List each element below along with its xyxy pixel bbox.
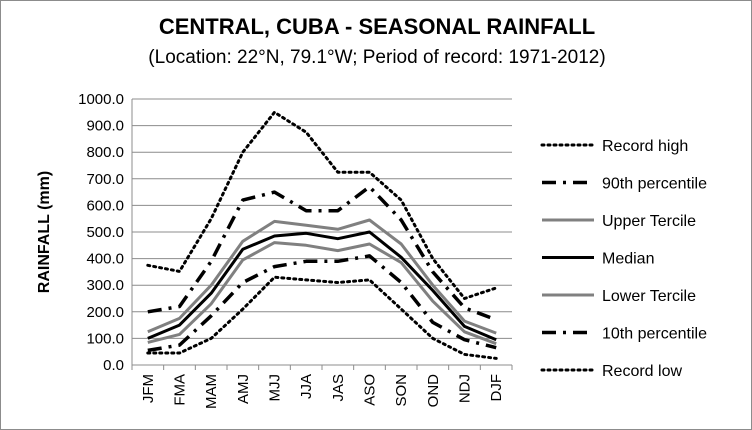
y-tick-label: 300.0 [86,277,124,294]
legend-label: Median [602,251,654,268]
series-line-10th-percentile [147,254,497,353]
y-tick-label: 200.0 [86,304,124,321]
x-tick-label: FMA [172,374,189,406]
legend-label: 90th percentile [602,176,707,193]
x-tick-label: ASO [362,374,379,406]
x-tick-label: JJA [298,374,315,399]
y-tick-label: 500.0 [86,224,124,241]
y-tick-label: 800.0 [86,144,124,161]
legend-label: Lower Tercile [602,288,696,305]
series-lines [146,110,498,360]
series-line-record-low [146,275,498,360]
x-tick-label: OND [425,374,442,408]
x-tick-label: NDJ [457,374,474,403]
x-tick-label: SON [393,374,410,407]
y-tick-label: 100.0 [86,330,124,347]
x-tick-label: AMJ [235,374,252,404]
legend-label: 10th percentile [602,326,707,343]
y-tick-label: 900.0 [86,118,124,135]
x-tick-label: MJJ [267,374,284,402]
y-tick-label: 1000.0 [78,91,124,108]
y-tick-label: 600.0 [86,197,124,214]
axes: 0.0 100.0 200.0 300.0 400.0 500.0 600.0 700.0 80… [78,91,513,409]
legend-label: Upper Tercile [602,213,696,230]
x-tick-label: DJF [488,374,505,402]
y-tick-label: 0.0 [103,357,124,374]
y-tick-label: 700.0 [86,171,124,188]
y-tick-label: 400.0 [86,251,124,268]
x-tick-label: JAS [330,374,347,402]
chart-subtitle: (Location: 22°N, 79.1°W; Period of recor… [148,47,605,68]
x-tick-label: MAM [203,374,220,409]
x-tick-label: JFM [140,374,157,403]
series-line-record-high [146,110,498,300]
chart-title: CENTRAL, CUBA - SEASONAL RAINFALL [159,14,595,39]
series-line-90th-percentile [147,185,497,322]
series-line-median [147,230,497,342]
series-line-upper-tercile [147,218,497,335]
legend-label: Record low [602,363,682,380]
grid-lines [132,98,512,339]
legend-label: Record high [602,138,688,155]
legend: Record high 90th percentile Upper Tercile M… [540,138,707,380]
series-line-lower-tercile [147,241,497,346]
y-axis-title: RAINFALL (mm) [36,171,53,293]
